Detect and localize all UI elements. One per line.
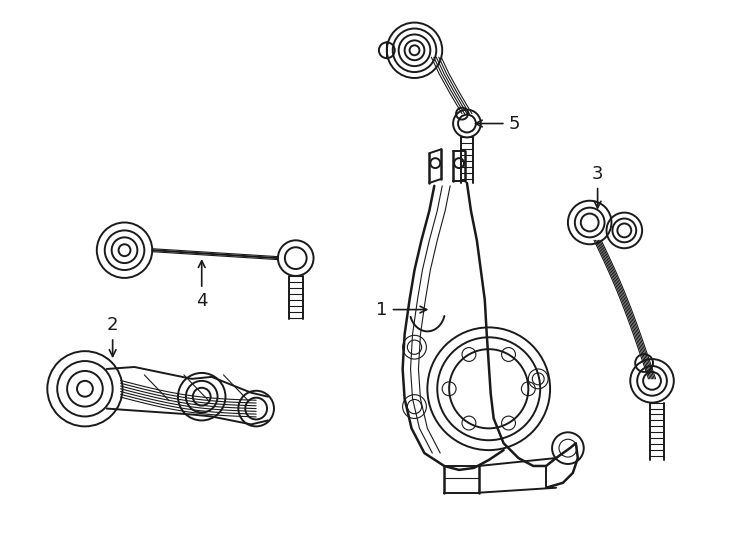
Text: 5: 5 xyxy=(476,114,520,132)
Text: 2: 2 xyxy=(107,316,118,356)
Text: 1: 1 xyxy=(377,301,426,319)
Text: 3: 3 xyxy=(592,165,603,208)
Text: 4: 4 xyxy=(196,261,208,310)
